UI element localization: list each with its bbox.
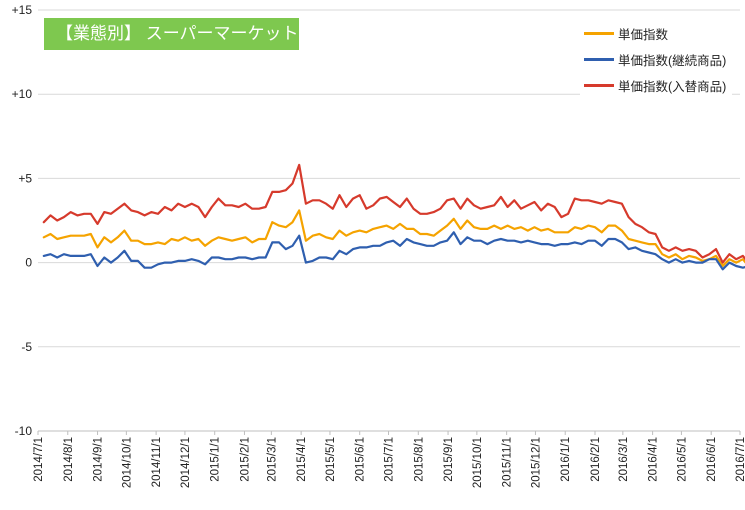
y-tick-label: 0	[25, 256, 32, 270]
x-tick-label: 2015/10/1	[472, 437, 484, 488]
series-lines	[42, 163, 745, 271]
legend: 単価指数 単価指数(継続商品) 単価指数(入替商品)	[580, 18, 733, 102]
x-tick-label: 2015/1/1	[210, 437, 222, 482]
x-tick-label: 2014/12/1	[180, 437, 192, 488]
x-tick-label: 2016/6/1	[706, 437, 718, 482]
x-tick-label: 2014/11/1	[151, 437, 163, 487]
x-tick-label: 2014/9/1	[93, 437, 105, 482]
y-tick-label: +10	[12, 87, 33, 101]
x-tick-label: 2016/5/1	[676, 437, 688, 482]
chart-title: 【業態別】 スーパーマーケット	[44, 18, 299, 50]
x-tick-label: 2015/8/1	[413, 437, 425, 482]
legend-label-continuing: 単価指数(継続商品)	[618, 53, 727, 68]
legend-item-replacement: 単価指数(入替商品)	[584, 72, 726, 98]
y-axis: +15 +10 +5 0 -5 -10	[12, 3, 33, 438]
x-tick-label: 2015/4/1	[296, 437, 308, 482]
legend-swatch-unit-price	[584, 31, 614, 35]
x-tick-label: 2014/10/1	[121, 437, 133, 488]
x-tick-label: 2015/11/1	[502, 437, 514, 487]
series-line-replacement	[42, 163, 745, 264]
y-tick-label: -10	[15, 424, 33, 438]
x-tick-label: 2015/2/1	[239, 437, 251, 482]
legend-item-unit-price: 単価指数	[584, 20, 726, 46]
x-tick-label: 2016/2/1	[590, 437, 602, 482]
legend-swatch-continuing	[584, 57, 614, 61]
x-axis: 2014/7/1 2014/8/1 2014/9/1 2014/10/1 2014/11…	[33, 430, 745, 488]
legend-item-continuing: 単価指数(継続商品)	[584, 46, 726, 72]
x-tick-label: 2014/8/1	[63, 437, 75, 482]
x-tick-label: 2016/7/1	[735, 437, 745, 482]
legend-label-unit-price: 単価指数	[618, 27, 669, 42]
y-tick-label: +15	[12, 3, 33, 17]
x-tick-label: 2016/3/1	[618, 437, 630, 482]
x-tick-label: 2015/6/1	[355, 437, 367, 482]
x-tick-label: 2016/4/1	[648, 437, 660, 482]
x-tick-label: 2014/7/1	[33, 437, 45, 482]
series-line-unit-price	[42, 209, 745, 268]
x-tick-label: 2015/5/1	[325, 437, 337, 482]
x-tick-label: 2015/7/1	[384, 437, 396, 482]
y-tick-label: +5	[18, 171, 32, 185]
x-tick-label: 2016/1/1	[560, 437, 572, 482]
legend-swatch-replacement	[584, 83, 614, 87]
legend-label-replacement: 単価指数(入替商品)	[618, 79, 727, 94]
x-tick-label: 2015/12/1	[530, 437, 542, 488]
x-tick-label: 2015/3/1	[266, 437, 278, 482]
y-tick-label: -5	[21, 340, 32, 354]
series-line-continuing	[42, 231, 745, 271]
x-tick-label: 2015/9/1	[443, 437, 455, 482]
